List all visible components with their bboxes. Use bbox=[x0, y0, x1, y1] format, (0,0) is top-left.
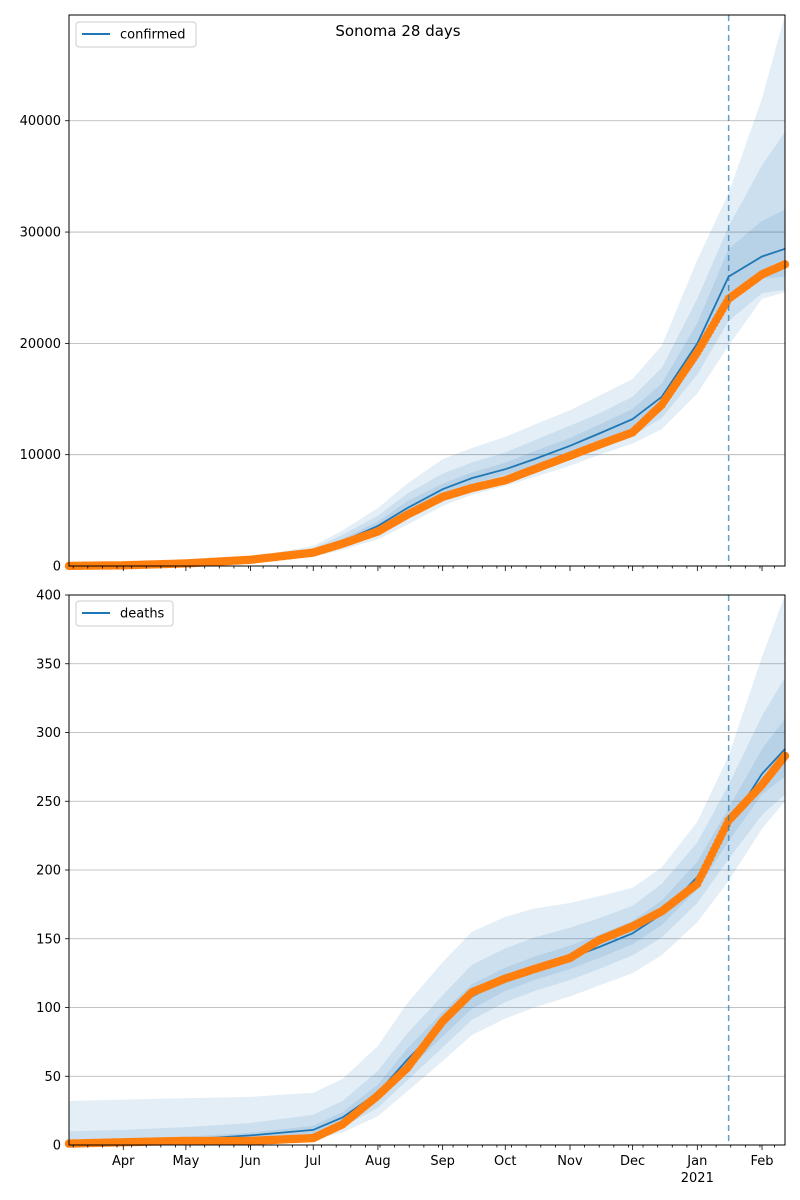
legend-confirmed: confirmed bbox=[75, 21, 197, 48]
deaths-panel: 0 50 100 150 200 250 300 350 400 Apr May Jun Jul Aug S… bbox=[36, 589, 790, 1186]
figure-title: Sonoma 28 days bbox=[335, 22, 460, 40]
y-tick-label: 30000 bbox=[20, 226, 61, 241]
x-tick-label: Dec bbox=[620, 1154, 645, 1169]
band-mid-area bbox=[69, 677, 785, 1145]
legend-label-deaths: deaths bbox=[120, 607, 165, 622]
legend-label-confirmed: confirmed bbox=[120, 28, 186, 43]
confirmed-panel: 0 10000 20000 30000 40000 confirmed bbox=[20, 14, 790, 575]
y-tick-label: 40000 bbox=[20, 114, 61, 129]
y-tick-label: 50 bbox=[44, 1070, 61, 1085]
x-tick-label: Nov bbox=[557, 1154, 583, 1169]
x-tick-label: Aug bbox=[365, 1154, 390, 1169]
legend-box bbox=[75, 21, 197, 48]
band-inner-area bbox=[69, 718, 785, 1145]
x-year-label: 2021 bbox=[681, 1171, 714, 1186]
x-tick-label: Oct bbox=[494, 1154, 516, 1169]
y-tick-label: 400 bbox=[36, 589, 61, 604]
x-tick-label: Jun bbox=[239, 1154, 260, 1169]
x-tick-label: Apr bbox=[112, 1154, 135, 1169]
y-tick-label: 0 bbox=[53, 1139, 61, 1154]
plot-frame bbox=[68, 14, 786, 567]
band-inner-area bbox=[69, 209, 785, 567]
legend-box bbox=[75, 600, 174, 627]
y-tick-label: 0 bbox=[53, 560, 61, 575]
y-tick-label: 100 bbox=[36, 1001, 61, 1016]
x-tick-label: May bbox=[172, 1154, 199, 1169]
y-tick-label: 10000 bbox=[20, 448, 61, 463]
plot-frame bbox=[68, 594, 786, 1146]
y-tick-label: 20000 bbox=[20, 337, 61, 352]
y-tick-label: 150 bbox=[36, 932, 61, 947]
legend-deaths: deaths bbox=[75, 600, 174, 627]
x-tick-label: Sep bbox=[430, 1154, 455, 1169]
y-tick-label: 300 bbox=[36, 726, 61, 741]
y-tick-label: 250 bbox=[36, 795, 61, 810]
band-outer-area bbox=[69, 15, 785, 566]
x-tick-label: Jul bbox=[304, 1154, 321, 1169]
x-tick-label: Feb bbox=[751, 1154, 774, 1169]
fitted-series-line bbox=[68, 748, 786, 1145]
y-tick-label: 350 bbox=[36, 657, 61, 672]
x-tick-label: Jan bbox=[686, 1154, 707, 1169]
y-tick-label: 200 bbox=[36, 864, 61, 879]
